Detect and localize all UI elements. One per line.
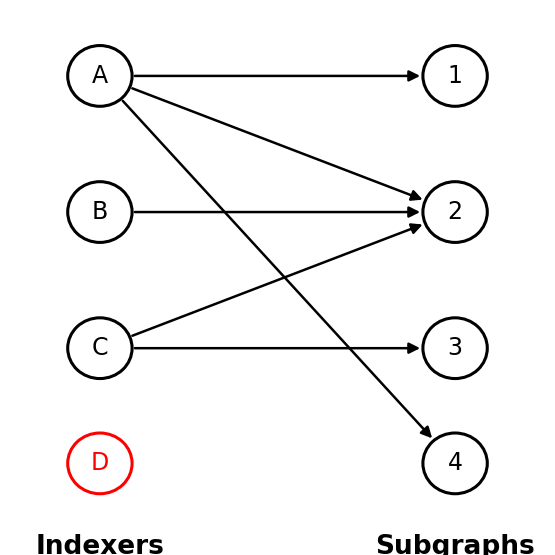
Circle shape — [423, 318, 487, 379]
Circle shape — [68, 46, 132, 107]
Text: D: D — [91, 451, 109, 476]
Text: 2: 2 — [447, 200, 463, 224]
Text: Indexers: Indexers — [36, 534, 164, 555]
Circle shape — [423, 181, 487, 243]
Circle shape — [68, 181, 132, 243]
Text: 3: 3 — [447, 336, 463, 360]
Circle shape — [423, 433, 487, 494]
Circle shape — [423, 46, 487, 107]
Text: 1: 1 — [448, 64, 462, 88]
Circle shape — [68, 318, 132, 379]
Text: B: B — [92, 200, 108, 224]
Text: 4: 4 — [447, 451, 463, 476]
Text: Subgraphs: Subgraphs — [375, 534, 535, 555]
Text: C: C — [92, 336, 108, 360]
Text: A: A — [92, 64, 108, 88]
Circle shape — [68, 433, 132, 494]
